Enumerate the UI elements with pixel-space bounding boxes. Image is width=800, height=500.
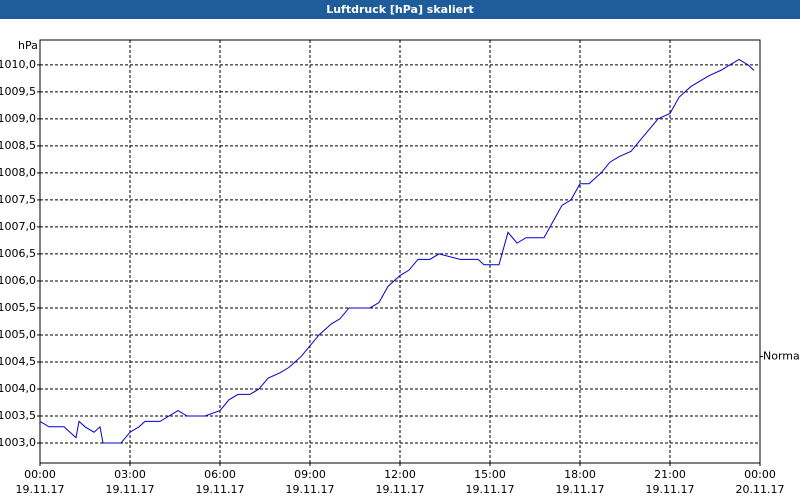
y-tick-label: 1008,5 bbox=[0, 139, 36, 152]
x-tick-label: 00:00 bbox=[744, 468, 776, 481]
y-tick-label: 1009,0 bbox=[0, 112, 36, 125]
x-tick-label: 15:00 bbox=[474, 468, 506, 481]
x-tick-label: 12:00 bbox=[384, 468, 416, 481]
y-tick-label: 1009,5 bbox=[0, 85, 36, 98]
y-tick-label: 1008,0 bbox=[0, 166, 36, 179]
y-tick-label: 1010,0 bbox=[0, 58, 36, 71]
x-tick-date: 19.11.17 bbox=[376, 483, 425, 496]
y-tick-label: 1003,5 bbox=[0, 409, 36, 422]
x-tick-label: 00:00 bbox=[24, 468, 56, 481]
x-tick-date: 19.11.17 bbox=[106, 483, 155, 496]
x-tick-label: 18:00 bbox=[564, 468, 596, 481]
x-tick-label: 21:00 bbox=[654, 468, 686, 481]
x-tick-date: 20.11.17 bbox=[736, 483, 785, 496]
y-tick-label: 1004,0 bbox=[0, 382, 36, 395]
x-tick-date: 19.11.17 bbox=[556, 483, 605, 496]
x-tick-date: 19.11.17 bbox=[16, 483, 65, 496]
x-tick-date: 19.11.17 bbox=[196, 483, 245, 496]
y-axis-label: hPa bbox=[18, 39, 38, 52]
x-tick-label: 03:00 bbox=[114, 468, 146, 481]
y-tick-label: 1005,5 bbox=[0, 301, 36, 314]
x-tick-date: 19.11.17 bbox=[646, 483, 695, 496]
annotation: Normal bbox=[763, 350, 800, 363]
y-tick-label: 1004,5 bbox=[0, 355, 36, 368]
x-tick-date: 19.11.17 bbox=[466, 483, 515, 496]
y-tick-label: 1006,0 bbox=[0, 274, 36, 287]
title-bar bbox=[0, 0, 800, 19]
x-tick-date: 19.11.17 bbox=[286, 483, 335, 496]
x-tick-label: 06:00 bbox=[204, 468, 236, 481]
y-tick-label: 1005,0 bbox=[0, 328, 36, 341]
y-tick-label: 1007,0 bbox=[0, 220, 36, 233]
data-line bbox=[39, 58, 755, 444]
x-tick-label: 09:00 bbox=[294, 468, 326, 481]
y-tick-label: 1007,5 bbox=[0, 193, 36, 206]
chart-title: Luftdruck [hPa] skaliert bbox=[326, 3, 474, 16]
y-tick-label: 1003,0 bbox=[0, 436, 36, 449]
y-tick-label: 1006,5 bbox=[0, 247, 36, 260]
